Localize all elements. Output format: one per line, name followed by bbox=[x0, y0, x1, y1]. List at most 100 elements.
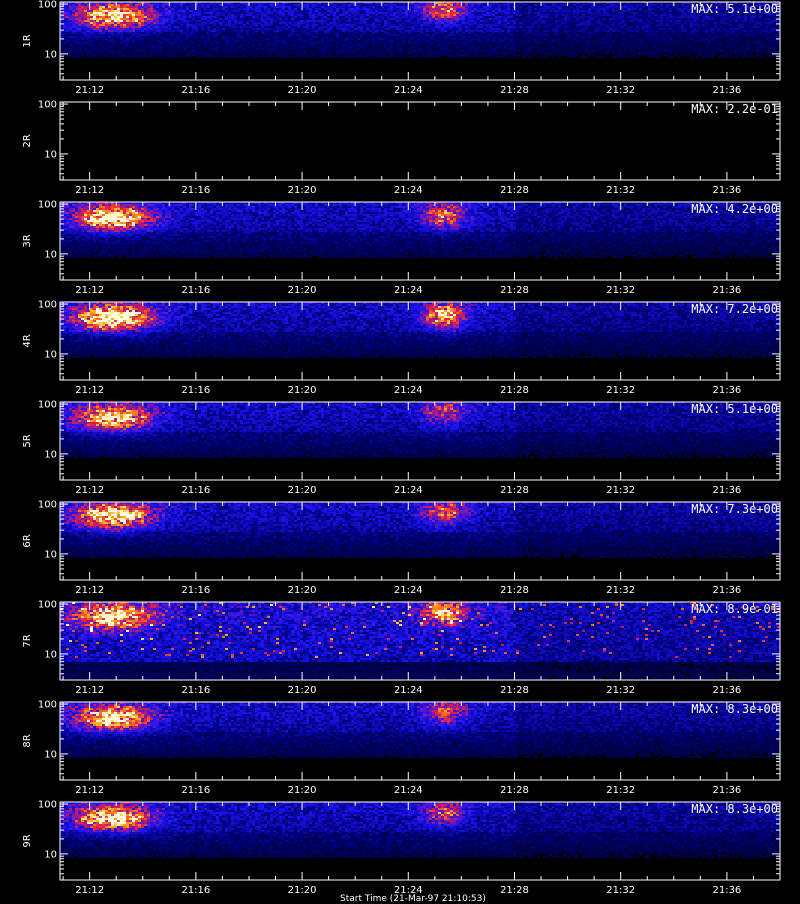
spectrogram-cell bbox=[441, 36, 444, 38]
spectrogram-cell bbox=[102, 34, 105, 36]
spectrogram-cell bbox=[612, 6, 615, 8]
spectrogram-cell bbox=[768, 16, 771, 18]
spectrogram-cell bbox=[720, 8, 723, 10]
spectrogram-cell bbox=[69, 26, 72, 28]
spectrogram-cell bbox=[258, 36, 261, 38]
spectrogram-cell bbox=[405, 6, 408, 8]
spectrogram-cell bbox=[360, 30, 363, 32]
spectrogram-cell bbox=[765, 30, 768, 32]
spectrogram-cell bbox=[156, 28, 159, 30]
spectrogram-cell bbox=[234, 34, 237, 36]
spectrogram-cell bbox=[204, 8, 207, 10]
spectrogram-cell bbox=[639, 8, 642, 10]
spectrogram-cell bbox=[768, 26, 771, 28]
spectrogram-cell bbox=[519, 34, 522, 36]
spectrogram-cell bbox=[543, 2, 546, 4]
spectrogram-cell bbox=[135, 2, 138, 4]
spectrogram-cell bbox=[282, 34, 285, 36]
spectrogram-cell bbox=[363, 6, 366, 8]
spectrogram-cell bbox=[615, 26, 618, 28]
spectrogram-cell bbox=[513, 24, 516, 26]
spectrogram-cell bbox=[159, 36, 162, 38]
spectrogram-cell bbox=[405, 16, 408, 18]
spectrogram-cell bbox=[339, 42, 342, 44]
spectrogram-cell bbox=[483, 18, 486, 20]
spectrogram-cell bbox=[633, 30, 636, 32]
spectrogram-cell bbox=[249, 34, 252, 36]
spectrogram-cell bbox=[732, 34, 735, 36]
spectrogram-cell bbox=[123, 30, 126, 32]
spectrogram-cell bbox=[657, 40, 660, 42]
spectrogram-cell bbox=[546, 16, 549, 18]
spectrogram-cell bbox=[642, 34, 645, 36]
spectrogram-cell bbox=[777, 12, 780, 14]
spectrogram-cell bbox=[186, 40, 189, 42]
spectrogram-cell bbox=[339, 6, 342, 8]
spectrogram-cell bbox=[618, 30, 621, 32]
spectrogram-cell bbox=[207, 34, 210, 36]
spectrogram-cell bbox=[609, 2, 612, 4]
spectrogram-cell bbox=[561, 30, 564, 32]
spectrogram-cell bbox=[342, 26, 345, 28]
spectrogram-cell bbox=[666, 36, 669, 38]
spectrogram-cell bbox=[657, 16, 660, 18]
spectrogram-cell bbox=[723, 26, 726, 28]
spectrogram-cell bbox=[102, 14, 105, 16]
spectrogram-cell bbox=[702, 40, 705, 42]
spectrogram-cell bbox=[594, 8, 597, 10]
spectrogram-cell bbox=[513, 38, 516, 40]
spectrogram-cell bbox=[111, 36, 114, 38]
spectrogram-cell bbox=[570, 28, 573, 30]
spectrogram-cell bbox=[657, 30, 660, 32]
spectrogram-cell bbox=[393, 6, 396, 8]
spectrogram-cell bbox=[573, 40, 576, 42]
spectrogram-cell bbox=[759, 38, 762, 40]
spectrogram-cell bbox=[564, 26, 567, 28]
spectrogram-cell bbox=[162, 2, 165, 4]
spectrogram-cell bbox=[81, 16, 84, 18]
spectrogram-cell bbox=[342, 6, 345, 8]
spectrogram-cell bbox=[411, 30, 414, 32]
spectrogram-cell bbox=[585, 10, 588, 12]
spectrogram-cell bbox=[183, 38, 186, 40]
spectrogram-cell bbox=[171, 22, 174, 24]
spectrogram-cell bbox=[201, 30, 204, 32]
spectrogram-cell bbox=[105, 20, 108, 22]
spectrogram-cell bbox=[333, 36, 336, 38]
spectrogram-cell bbox=[135, 34, 138, 36]
spectrogram-cell bbox=[522, 38, 525, 40]
spectrogram-cell bbox=[78, 28, 81, 30]
spectrogram-cell bbox=[729, 26, 732, 28]
spectrogram-cell bbox=[279, 38, 282, 40]
spectrogram-cell bbox=[225, 40, 228, 42]
spectrogram-cell bbox=[777, 36, 780, 38]
spectrogram-cell bbox=[162, 42, 165, 44]
spectrogram-cell bbox=[456, 30, 459, 32]
spectrogram-cell bbox=[378, 42, 381, 44]
spectrogram-cell bbox=[564, 14, 567, 16]
spectrogram-cell bbox=[189, 16, 192, 18]
spectrogram-cell bbox=[642, 28, 645, 30]
spectrogram-cell bbox=[489, 40, 492, 42]
spectrogram-cell bbox=[714, 20, 717, 22]
spectrogram-cell bbox=[681, 20, 684, 22]
spectrogram-cell bbox=[561, 26, 564, 28]
spectrogram-cell bbox=[171, 28, 174, 30]
spectrogram-cell bbox=[633, 26, 636, 28]
spectrogram-cell bbox=[618, 34, 621, 36]
spectrogram-cell bbox=[513, 22, 516, 24]
spectrogram-cell bbox=[429, 24, 432, 26]
spectrogram-cell bbox=[402, 20, 405, 22]
spectrogram-cell bbox=[240, 8, 243, 10]
spectrogram-cell bbox=[273, 38, 276, 40]
spectrogram-cell bbox=[366, 22, 369, 24]
spectrogram-cell bbox=[90, 32, 93, 34]
spectrogram-cell bbox=[543, 26, 546, 28]
spectrogram-cell bbox=[363, 40, 366, 42]
spectrogram-cell bbox=[165, 10, 168, 12]
spectrogram-cell bbox=[306, 22, 309, 24]
spectrogram-cell bbox=[237, 28, 240, 30]
spectrogram-cell bbox=[666, 32, 669, 34]
spectrogram-cell bbox=[450, 30, 453, 32]
spectrogram-cell bbox=[546, 22, 549, 24]
